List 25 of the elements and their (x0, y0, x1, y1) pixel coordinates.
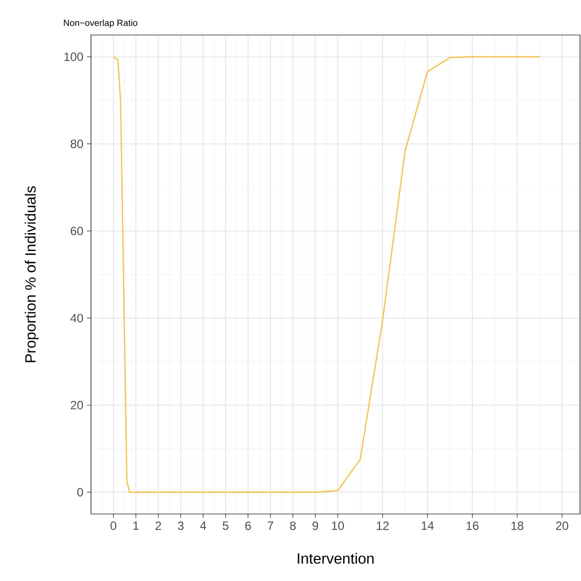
x-tick-label: 10 (332, 522, 344, 530)
y-tick-label: 20 (70, 400, 84, 410)
x-tick-label: 0 (110, 522, 116, 530)
chart-title: Non−overlap Ratio (64, 19, 138, 28)
x-tick-label: 16 (466, 522, 478, 530)
x-tick-label: 8 (290, 522, 296, 530)
x-axis-title: Intervention (298, 552, 374, 564)
y-tick-label: 60 (70, 226, 84, 236)
x-tick-label: 7 (268, 522, 274, 530)
x-tick-label: 4 (200, 522, 206, 530)
x-tick-label: 14 (422, 522, 434, 530)
x-tick-label: 12 (376, 522, 389, 530)
x-tick-label: 20 (556, 522, 568, 530)
x-tick-label: 3 (178, 522, 184, 530)
y-tick-label: 80 (70, 140, 84, 148)
y-tick-label: 0 (77, 488, 84, 496)
y-tick-label: 40 (70, 314, 84, 322)
x-tick-label: 1 (133, 522, 139, 530)
x-tick-label: 9 (312, 522, 318, 530)
x-tick-label: 2 (156, 522, 162, 530)
x-tick-label: 6 (245, 522, 251, 530)
x-tick-label: 5 (222, 522, 228, 530)
x-tick-label: 18 (511, 522, 524, 530)
y-axis-title: Proportion % of Individuals (24, 186, 39, 362)
y-tick-label: 100 (64, 52, 84, 61)
